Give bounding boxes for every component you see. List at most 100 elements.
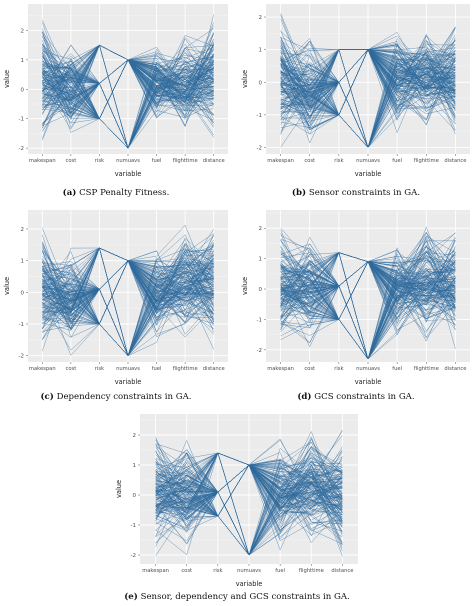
x-tick-label: numuavs xyxy=(356,366,380,372)
y-tick-label: 2 xyxy=(21,28,25,34)
series-line xyxy=(280,49,456,115)
x-tick-label: flighttime xyxy=(414,366,439,372)
series-line xyxy=(42,260,214,322)
caption-e-text: Sensor, dependency and GCS constraints i… xyxy=(140,592,350,602)
x-tick-label: numuavs xyxy=(356,158,380,164)
x-tick-label: flighttime xyxy=(299,568,324,574)
y-axis-title: value xyxy=(3,277,11,295)
y-tick-label: 0 xyxy=(259,80,263,86)
chart-panel-d: -2 -1 0 1 2 makespan cost risk numuavs fuel flight… xyxy=(238,206,474,388)
caption-e: (e) Sensor, dependency and GCS constrain… xyxy=(60,592,414,602)
y-tick-label: -1 xyxy=(131,523,136,529)
x-axis-title: variable xyxy=(355,378,382,386)
x-tick-label: numuavs xyxy=(116,366,140,372)
caption-d-text: GCS constraints in GA. xyxy=(314,392,415,402)
chart-panel-c: -2 -1 0 1 2 makespan cost risk numuavs fuel flight… xyxy=(0,206,232,388)
series-line xyxy=(42,32,214,114)
parallel-coordinates-chart-a: -2 -1 0 1 2 makespan cost risk numuavs fuel flight… xyxy=(3,4,228,178)
x-tick-label: distance xyxy=(203,366,225,372)
x-tick-label: fuel xyxy=(392,158,402,164)
y-tick-label: 1 xyxy=(21,58,25,64)
series-lines xyxy=(42,224,214,357)
x-tick-label: makespan xyxy=(29,366,56,372)
y-tick-label: 0 xyxy=(21,290,25,296)
x-tick-label: cost xyxy=(304,158,315,164)
y-tick-label: 1 xyxy=(21,259,25,265)
x-tick-label: fuel xyxy=(275,568,285,574)
y-tick-label: -2 xyxy=(257,145,262,151)
y-tick-label: 2 xyxy=(21,227,25,233)
x-axis-title: variable xyxy=(236,580,263,588)
parallel-coordinates-chart-b: -2 -1 0 1 2 makespan cost risk numuavs fuel flight… xyxy=(241,4,470,178)
y-axis-title: value xyxy=(241,70,249,88)
y-tick-label: -2 xyxy=(257,348,262,354)
y-tick-label: -2 xyxy=(131,553,136,559)
y-tick-label: 0 xyxy=(259,287,263,293)
x-tick-label: risk xyxy=(95,366,104,372)
y-tick-label: 2 xyxy=(259,15,263,21)
x-tick-label: distance xyxy=(331,568,353,574)
caption-e-id: (e) xyxy=(124,592,138,602)
caption-c-text: Dependency constraints in GA. xyxy=(56,392,192,402)
y-tick-label: -1 xyxy=(19,117,24,123)
y-tick-label: 0 xyxy=(133,493,137,499)
x-tick-label: flighttime xyxy=(173,366,198,372)
caption-b: (b) Sensor constraints in GA. xyxy=(238,188,474,198)
series-lines xyxy=(42,14,214,149)
series-line xyxy=(155,464,343,517)
x-tick-label: flighttime xyxy=(414,158,439,164)
y-tick-label: 2 xyxy=(259,226,263,232)
y-tick-label: -1 xyxy=(257,317,262,323)
x-axis-title: variable xyxy=(115,170,142,178)
caption-c-id: (c) xyxy=(40,392,54,402)
y-axis-title: value xyxy=(3,70,11,88)
x-tick-label: makespan xyxy=(29,158,56,164)
y-tick-label: -2 xyxy=(19,354,24,360)
series-line xyxy=(280,50,456,148)
x-tick-label: cost xyxy=(65,366,76,372)
series-lines xyxy=(280,13,456,149)
x-tick-label: distance xyxy=(444,158,466,164)
caption-d: (d) GCS constraints in GA. xyxy=(238,392,474,402)
chart-panel-a: -2 -1 0 1 2 makespan cost risk numuavs fuel flight… xyxy=(0,0,232,180)
x-tick-label: numuavs xyxy=(116,158,140,164)
x-tick-label: distance xyxy=(203,158,225,164)
y-tick-label: 1 xyxy=(259,48,263,54)
caption-b-id: (b) xyxy=(291,188,307,198)
caption-b-text: Sensor constraints in GA. xyxy=(308,188,421,198)
x-tick-label: risk xyxy=(95,158,104,164)
y-tick-label: 1 xyxy=(259,257,263,263)
parallel-coordinates-chart-d: -2 -1 0 1 2 makespan cost risk numuavs fuel flight… xyxy=(241,210,470,386)
y-tick-label: 0 xyxy=(21,87,25,93)
caption-d-id: (d) xyxy=(297,392,312,402)
series-line xyxy=(42,255,214,357)
x-tick-label: risk xyxy=(334,158,343,164)
x-tick-label: makespan xyxy=(267,366,294,372)
x-tick-label: cost xyxy=(65,158,76,164)
x-tick-label: numuavs xyxy=(237,568,261,574)
x-tick-label: distance xyxy=(444,366,466,372)
series-line xyxy=(280,261,456,326)
y-tick-label: -1 xyxy=(257,113,262,119)
y-tick-label: -2 xyxy=(19,146,24,152)
y-axis-title: value xyxy=(115,480,123,498)
x-tick-label: makespan xyxy=(142,568,169,574)
x-tick-label: cost xyxy=(181,568,192,574)
caption-c: (c) Dependency constraints in GA. xyxy=(0,392,232,402)
x-tick-label: risk xyxy=(334,366,343,372)
series-lines xyxy=(155,430,343,557)
series-lines xyxy=(280,226,456,360)
x-tick-label: risk xyxy=(213,568,222,574)
caption-a: (a) CSP Penalty Fitness. xyxy=(0,188,232,198)
x-tick-label: fuel xyxy=(152,366,162,372)
x-tick-label: makespan xyxy=(267,158,294,164)
x-axis-title: variable xyxy=(115,378,142,386)
x-tick-label: cost xyxy=(304,366,315,372)
parallel-coordinates-chart-e: -2 -1 0 1 2 makespan cost risk numuavs fuel flight… xyxy=(115,414,358,588)
y-tick-label: 2 xyxy=(133,433,137,439)
caption-a-id: (a) xyxy=(62,188,77,198)
x-tick-label: fuel xyxy=(152,158,162,164)
x-tick-label: fuel xyxy=(392,366,402,372)
y-tick-label: -1 xyxy=(19,322,24,328)
chart-panel-e: -2 -1 0 1 2 makespan cost risk numuavs fuel flight… xyxy=(112,410,362,590)
